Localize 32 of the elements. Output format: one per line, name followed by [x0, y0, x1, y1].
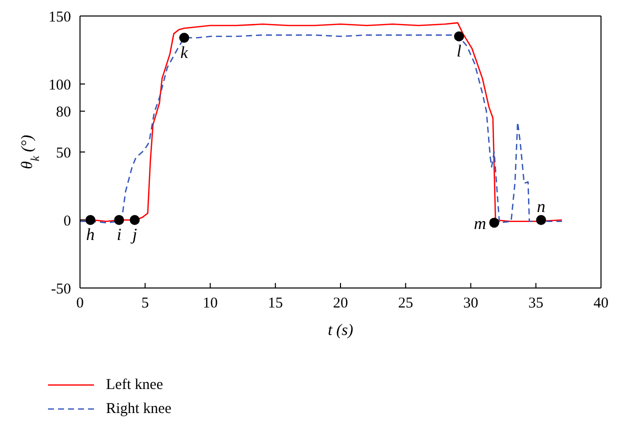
point — [114, 215, 124, 225]
x-tick-label: 0 — [76, 296, 84, 312]
annotation: k — [180, 42, 188, 62]
x-axis-title: t (s) — [328, 322, 354, 339]
point — [489, 218, 500, 228]
point — [179, 32, 190, 43]
x-tick-label: 10 — [202, 296, 218, 312]
point — [454, 31, 464, 42]
annotation: j — [130, 225, 138, 244]
annotation: m — [474, 214, 486, 233]
x-tick-label: 40 — [594, 296, 608, 312]
x-tick-label: 15 — [268, 296, 283, 312]
y-tick-label: -50 — [51, 281, 71, 298]
x-tick-label: 30 — [463, 296, 478, 312]
y-tick-label: 150 — [48, 9, 71, 26]
point — [536, 215, 546, 225]
y-tick-label: 50 — [56, 145, 71, 162]
point — [85, 215, 96, 225]
x-tick-label: 35 — [528, 296, 544, 312]
y-tick-label: 80 — [56, 104, 71, 121]
legend-label: Left knee — [106, 376, 164, 394]
x-tick-label: 5 — [141, 296, 149, 312]
point — [130, 215, 140, 225]
annotation: i — [116, 225, 122, 244]
annotation: l — [456, 41, 462, 60]
annotation: n — [536, 197, 546, 216]
y-tick-label: 0 — [64, 213, 71, 230]
x-tick-label: 20 — [333, 296, 348, 312]
x-tick-label: 25 — [398, 296, 414, 312]
annotation: h — [86, 225, 95, 244]
legend-label: Right knee — [106, 400, 172, 418]
y-tick-label: 100 — [48, 77, 71, 94]
